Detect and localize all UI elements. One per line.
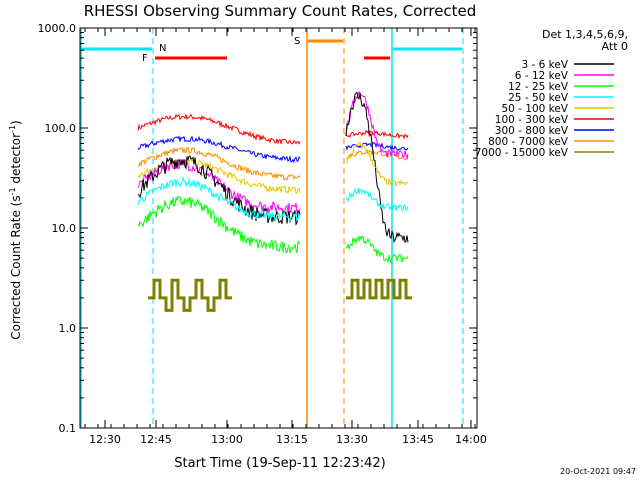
y-tick-label: 100.0 [45,122,77,135]
legend-label: 6 - 12 keV [515,70,569,82]
legend-label: 300 - 800 keV [495,125,569,137]
series-line [345,91,409,244]
y-tick-label: 0.1 [59,422,77,435]
plot-area: NF S [80,28,464,428]
series-line [137,195,301,254]
x-tick-label: 14:00 [455,433,487,446]
legend-label: 12 - 25 keV [508,81,569,93]
marker-label-n: N [159,43,166,54]
x-tick-label: 13:30 [336,433,368,446]
x-tick-label: 13:15 [276,433,308,446]
series-line [137,135,301,164]
x-tick-label: 13:00 [211,433,243,446]
series-line [345,141,409,188]
series-line [137,147,301,181]
series-line [345,235,409,265]
marker-label-s: S [294,36,300,47]
y-axis-label: Corrected Count Rate (s-1 detector-1) [8,120,23,339]
legend-label: 3 - 6 keV [521,59,568,71]
legend-label: 25 - 50 keV [508,92,569,104]
legend-label: 800 - 7000 keV [488,136,569,148]
legend-label: 50 - 100 keV [501,103,568,115]
x-tick-label: 12:30 [89,433,121,446]
series-line [345,90,409,160]
marker-label-f: F [142,53,148,64]
series-line [137,113,301,145]
series-line [345,187,409,212]
x-axis-label: Start Time (19-Sep-11 12:23:42) [174,456,385,471]
series-line [137,175,301,223]
footer-date: 20-Oct-2021 09:47 [560,467,636,476]
series-line [148,278,232,312]
x-tick-label: 12:45 [140,433,172,446]
y-tick-label: 10.0 [52,222,77,235]
series-line [346,278,412,300]
legend-label: 100 - 300 keV [495,114,569,126]
legend-label: 7000 - 15000 keV [475,147,569,159]
y-tick-label: 1000.0 [38,22,77,35]
x-tick-label: 13:45 [402,433,434,446]
detector-info-line1: Det 1,3,4,5,6,9, [542,28,628,41]
detector-info-line2: Att 0 [602,40,628,53]
axes: 0.1 1.0 10.0 100.0 1000.0 12:30 12:45 13:00 13:1… [38,22,487,446]
svg-text:Corrected Count Rate (s-1 dete: Corrected Count Rate (s-1 detector-1) [8,120,23,339]
series-line [345,129,409,140]
chart-title: RHESSI Observing Summary Count Rates, Co… [84,2,477,20]
series-line [137,157,301,215]
y-tick-label: 1.0 [59,322,77,335]
axes-frame [79,27,478,429]
